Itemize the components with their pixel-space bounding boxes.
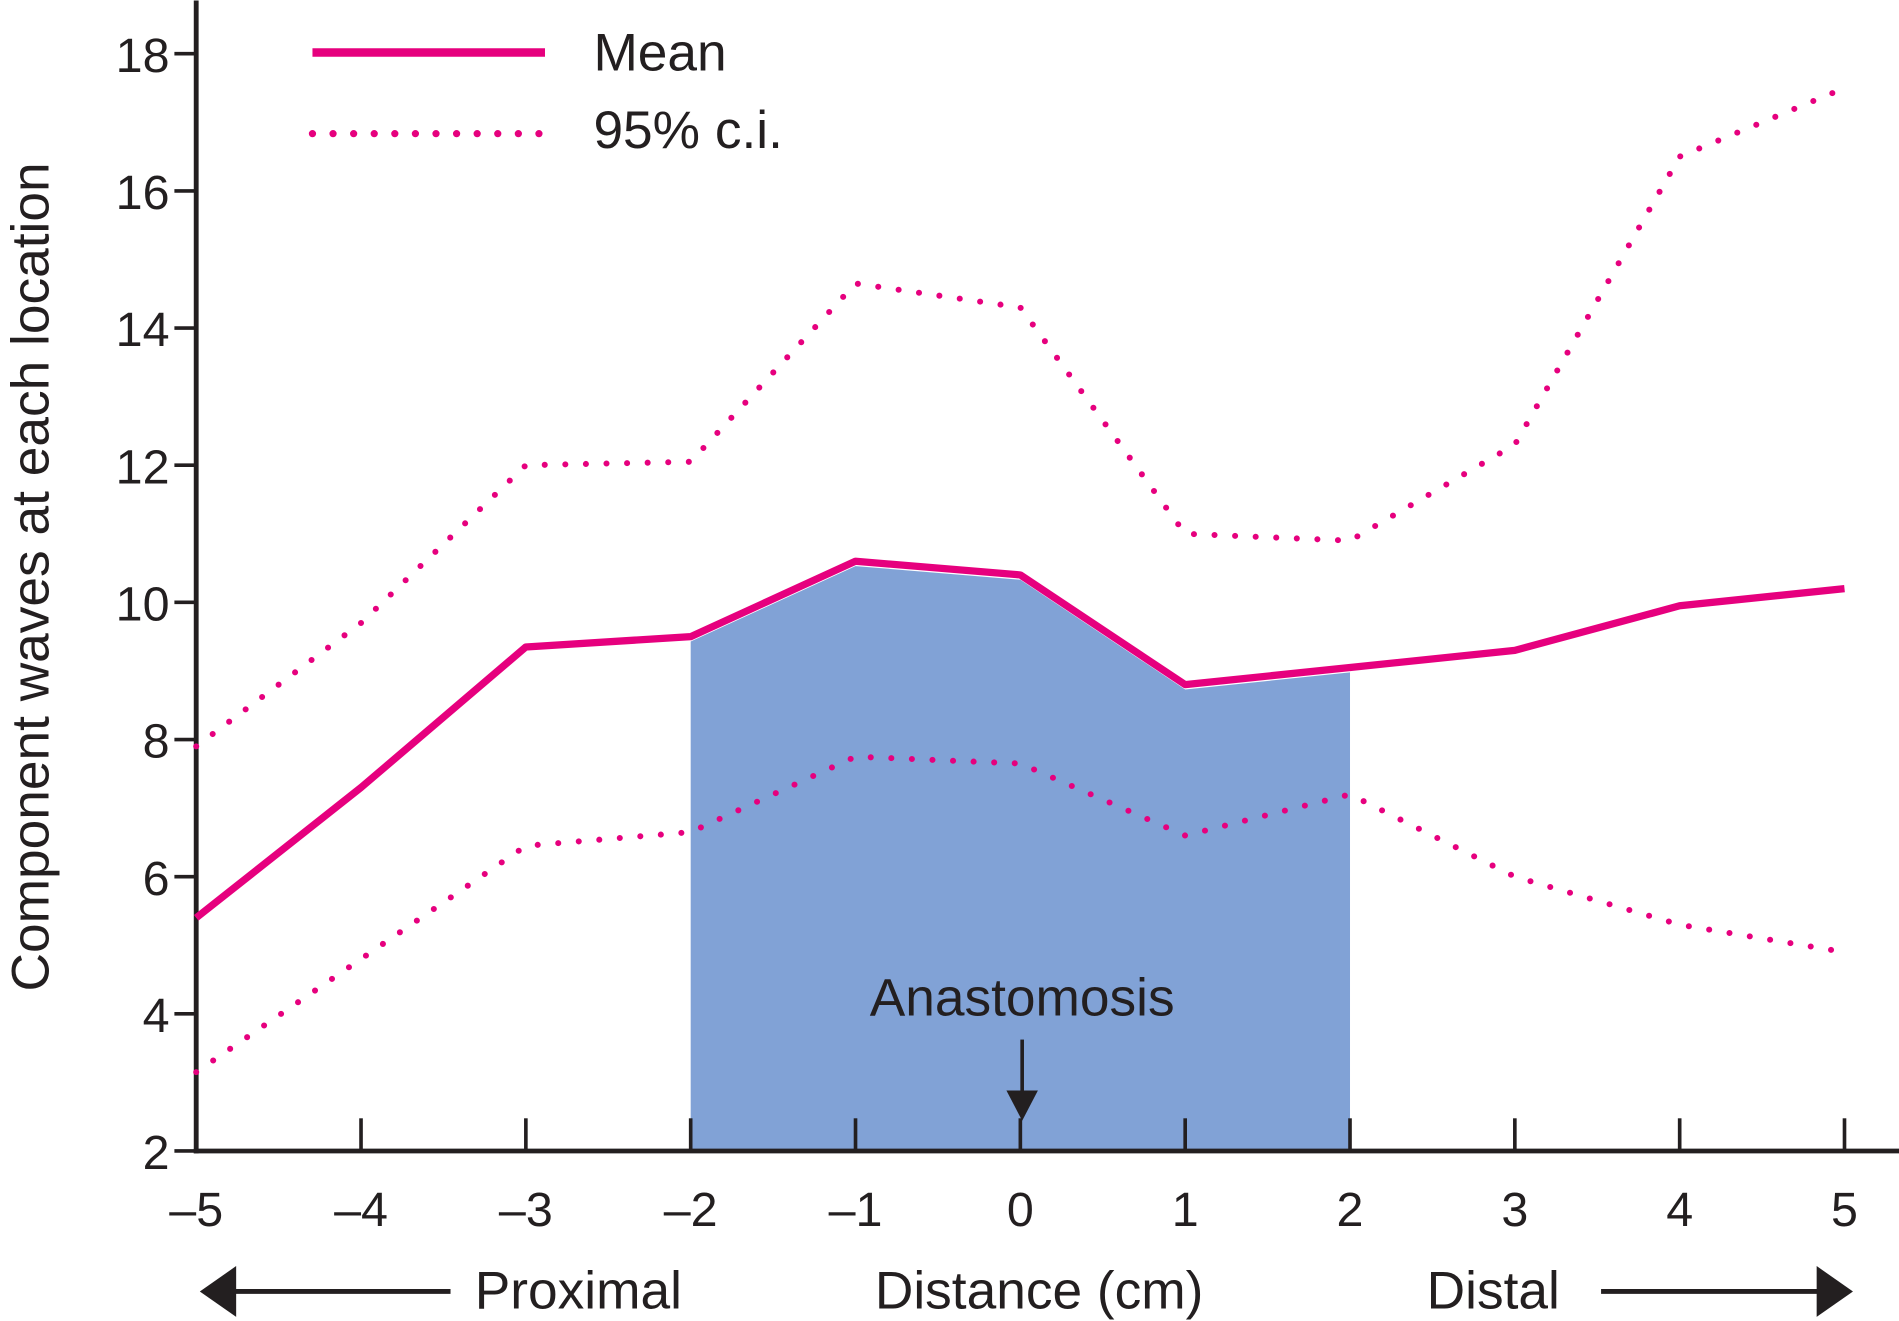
y-tick-label: 8 <box>143 715 170 769</box>
x-tick-label: 3 <box>1501 1183 1528 1237</box>
anastomosis-arrow-icon <box>1006 1090 1038 1121</box>
x-tick-label: –5 <box>169 1183 223 1237</box>
x-tick-label: –2 <box>664 1183 718 1237</box>
legend-ci-label: 95% c.i. <box>593 101 782 160</box>
y-tick-label: 12 <box>116 440 170 494</box>
distal-label: Distal <box>1427 1261 1560 1320</box>
x-tick-label: 5 <box>1831 1183 1858 1237</box>
y-tick-label: 16 <box>116 166 170 220</box>
anastomosis-label: Anastomosis <box>870 968 1175 1027</box>
y-tick-label: 4 <box>143 989 170 1043</box>
left-arrow-icon <box>199 1266 237 1317</box>
y-tick-label: 18 <box>116 29 170 83</box>
legend-mean-label: Mean <box>593 24 726 83</box>
proximal-label: Proximal <box>475 1261 682 1320</box>
ci-upper-line <box>193 85 1848 750</box>
x-axis-label: Distance (cm) <box>875 1261 1204 1320</box>
y-axis-label: Component waves at each location <box>1 162 60 991</box>
x-tick-label: 1 <box>1172 1183 1199 1237</box>
x-tick-label: –1 <box>829 1183 883 1237</box>
y-tick-label: 2 <box>143 1126 170 1180</box>
x-tick-label: 2 <box>1337 1183 1364 1237</box>
anastomosis-annotation: Anastomosis <box>870 968 1175 1121</box>
y-tick-label: 14 <box>116 303 170 357</box>
x-tick-label: –4 <box>334 1183 388 1237</box>
x-tick-label: 0 <box>1007 1183 1034 1237</box>
legend: Mean 95% c.i. <box>308 24 783 160</box>
right-arrow-icon <box>1816 1266 1853 1317</box>
x-tick-label: –3 <box>499 1183 553 1237</box>
y-tick-label: 6 <box>143 852 170 906</box>
shaded-region <box>690 566 1351 1151</box>
ci-lower-line <box>193 753 1848 1076</box>
x-axis-caption: Proximal Distance (cm) Distal <box>199 1261 1853 1320</box>
x-tick-label: 4 <box>1666 1183 1693 1237</box>
y-tick-label: 10 <box>116 578 170 632</box>
mean-line <box>193 557 1845 921</box>
